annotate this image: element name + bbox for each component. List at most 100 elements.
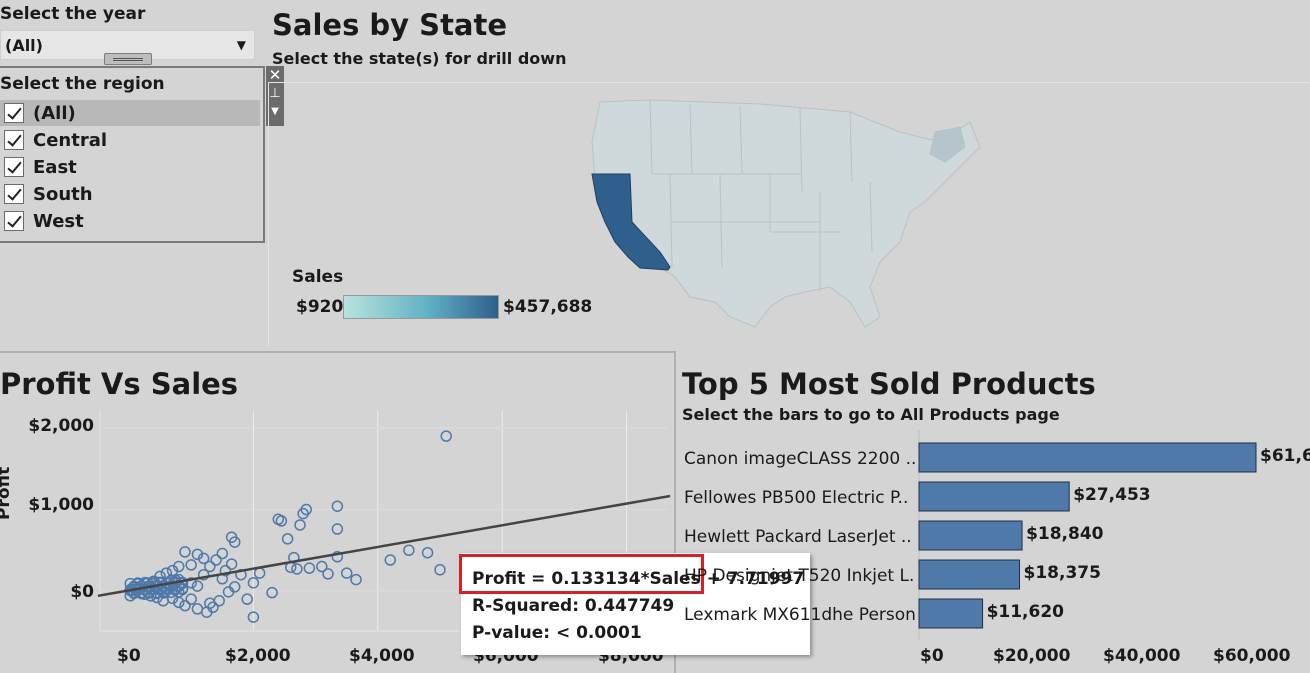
scatter-y-tick: $1,000 [28, 495, 94, 515]
map-state-ny [929, 126, 966, 163]
legend-max-label: $457,688 [503, 297, 593, 317]
bar-x-tick: $60,000 [1213, 646, 1291, 666]
equation-highlight-box [459, 554, 704, 594]
tooltip-p-value: P-value: < 0.0001 [472, 623, 642, 643]
region-item-label: West [33, 211, 84, 232]
scatter-point [138, 588, 151, 601]
region-item-central[interactable]: Central [0, 127, 260, 153]
scatter-point [176, 577, 189, 590]
bar-value-label: $61,600 [1260, 446, 1310, 466]
scatter-y-tick: $0 [70, 582, 94, 602]
scatter-y-tick: $2,000 [28, 416, 94, 436]
pin-icon[interactable]: ⊥ [269, 86, 281, 101]
scatter-point [197, 552, 210, 565]
map-state-california [591, 173, 671, 271]
bar-category-label[interactable]: Lexmark MX611dhe Personal La.. [684, 605, 916, 625]
scatter-point [253, 567, 266, 579]
checkbox-checked-icon[interactable] [4, 103, 24, 123]
scatter-point [179, 599, 191, 612]
legend-min-label: $920 [296, 297, 344, 317]
bar-value-label: $27,453 [1073, 485, 1151, 505]
bar-chart-title: Top 5 Most Sold Products [682, 367, 1096, 401]
scatter-point [197, 568, 210, 581]
scatter-point [173, 560, 185, 573]
scatter-points [124, 430, 452, 623]
scatter-point [403, 544, 415, 556]
bar-category-label[interactable]: Fellowes PB500 Electric P.. [684, 488, 909, 508]
us-map[interactable] [580, 92, 1000, 332]
drag-handle-icon[interactable] [104, 53, 152, 65]
region-item-label: East [33, 157, 77, 178]
scatter-point [185, 577, 197, 589]
scatter-point [158, 581, 170, 593]
scatter-point [204, 560, 216, 573]
checkbox-checked-icon[interactable] [4, 157, 24, 177]
scatter-point [303, 562, 316, 574]
scatter-point [160, 567, 173, 579]
region-filter-panel [0, 66, 265, 243]
legend-color-gradient [343, 295, 499, 319]
scatter-point [179, 546, 191, 558]
scatter-point [281, 533, 294, 545]
scatter-point [241, 593, 253, 605]
region-item-all[interactable]: (All) [0, 100, 260, 126]
bar [918, 481, 1070, 512]
scatter-point [350, 573, 362, 586]
panel-toolbar: ✕ ⊥ ▼ [266, 66, 284, 126]
region-item-east[interactable]: East [0, 154, 260, 180]
region-item-label: South [33, 184, 93, 205]
scatter-point [173, 596, 185, 609]
bar-value-label: $18,375 [1023, 563, 1101, 583]
scatter-point [316, 560, 328, 573]
scatter-title: Profit Vs Sales [0, 367, 239, 401]
scatter-plot[interactable] [0, 351, 674, 673]
scatter-point [216, 547, 229, 560]
region-filter-label: Select the region [0, 74, 165, 94]
scatter-point [191, 548, 204, 561]
chevron-down-icon[interactable]: ▼ [271, 106, 279, 117]
scatter-point [210, 554, 222, 566]
scatter-point [434, 564, 446, 576]
bar-x-tick: $20,000 [993, 646, 1071, 666]
scatter-point [440, 430, 452, 442]
scatter-point [266, 586, 278, 599]
tooltip-r-squared: R-Squared: 0.447749 [472, 596, 675, 616]
region-list: (All) Central East South West [0, 100, 262, 240]
scatter-x-tick: $4,000 [349, 646, 415, 666]
map-state-lines [649, 99, 873, 292]
bar-category-label[interactable]: HP Designjet T520 Inkjet L.. [684, 566, 916, 586]
bar-chart[interactable] [676, 430, 1310, 673]
close-icon[interactable]: ✕ [268, 66, 282, 84]
region-item-label: (All) [33, 103, 76, 124]
region-item-label: Central [33, 130, 108, 151]
tooltip-equation: Profit = 0.133134*Sales + 7.71997 [472, 569, 805, 589]
bar [918, 442, 1257, 473]
trendline-tooltip: Profit = 0.133134*Sales + 7.71997 R-Squa… [461, 553, 810, 655]
checkbox-checked-icon[interactable] [4, 130, 24, 150]
chevron-down-icon: ▼ [236, 38, 246, 52]
bar [918, 598, 984, 629]
map-title: Sales by State [272, 8, 508, 42]
region-item-west[interactable]: West [0, 208, 260, 234]
region-item-south[interactable]: South [0, 181, 260, 207]
bar-category-label[interactable]: Hewlett Packard LaserJet .. [684, 527, 912, 547]
scatter-point [191, 603, 204, 615]
scatter-point [331, 500, 344, 512]
scatter-point [185, 593, 197, 605]
scatter-point [331, 523, 344, 535]
map-area[interactable] [268, 82, 1310, 347]
scatter-point [228, 581, 241, 593]
checkbox-checked-icon[interactable] [4, 184, 24, 204]
bar-category-label[interactable]: Canon imageCLASS 2200 .. [684, 449, 916, 469]
year-filter-label: Select the year [0, 4, 146, 24]
scatter-point [322, 568, 334, 580]
bar-x-tick: $40,000 [1103, 646, 1181, 666]
scatter-point [384, 554, 396, 566]
scatter-point [151, 591, 163, 604]
bar-value-label: $11,620 [986, 602, 1064, 622]
scatter-point [421, 546, 434, 559]
scatter-point [331, 551, 344, 563]
scatter-point [275, 515, 288, 527]
scatter-point [150, 587, 163, 600]
checkbox-checked-icon[interactable] [4, 211, 24, 231]
